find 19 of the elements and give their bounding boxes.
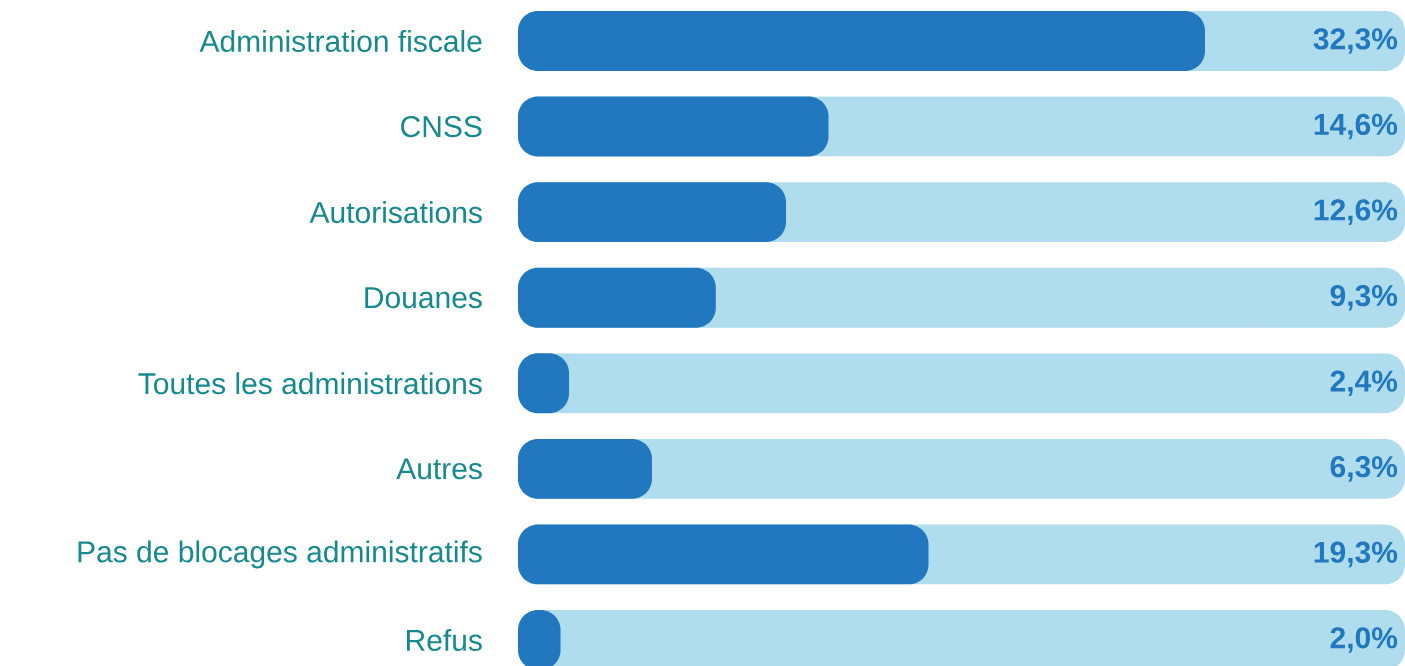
data-label: 2,0% [1330,627,1398,653]
y-tick-label: Refus [407,629,482,651]
data-label: 9,3% [1330,284,1398,311]
data-label: 19,3% [1314,541,1398,568]
data-label: 12,6% [1314,199,1398,225]
y-tick-label: Toutes les administrations [138,372,482,395]
bar [518,182,786,243]
y-tick-label: Administration fiscale [199,29,482,52]
y-tick-label: Autres [396,458,482,480]
data-label: 2,4% [1330,370,1398,397]
bar [518,438,652,499]
data-label: 14,6% [1314,113,1398,140]
y-tick-label: Autorisations [309,201,482,224]
y-tick-label: CNSS [401,115,482,138]
y-tick-label: Douanes [365,287,482,309]
data-label: 6,3% [1330,456,1398,482]
data-label: 32,3% [1313,28,1398,54]
bar [518,267,716,328]
y-tick-label: Pas de blocages administratifs [78,540,482,569]
